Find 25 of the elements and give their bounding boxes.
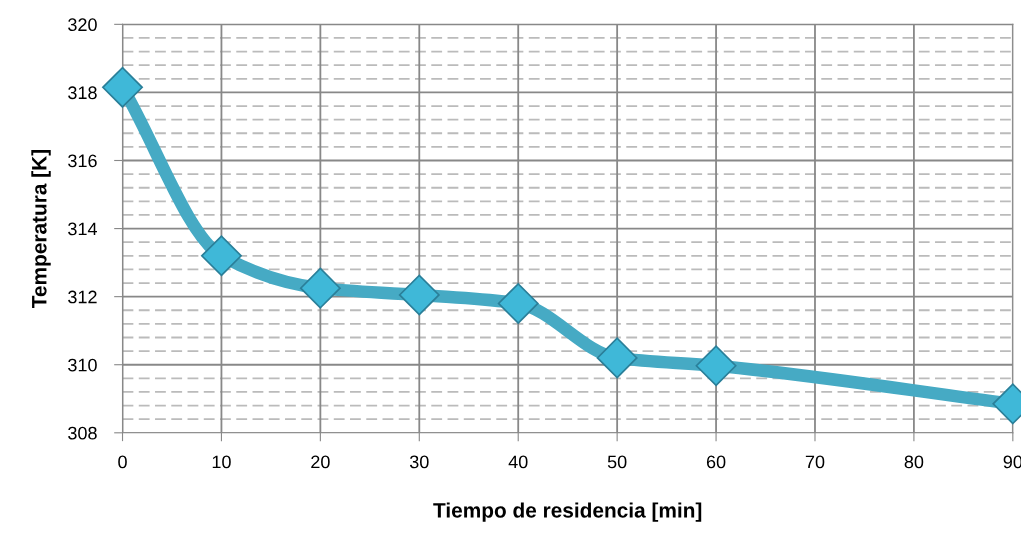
point <box>497 282 539 324</box>
x-tick-label: 60 <box>706 455 726 469</box>
x-tick-label: 30 <box>409 455 429 469</box>
point <box>596 337 638 379</box>
x-tick-label: 80 <box>904 455 924 469</box>
x-tick-label: 40 <box>508 455 528 469</box>
point <box>102 66 143 108</box>
x-axis-title: Tiempo de residencia [min] <box>433 502 702 522</box>
y-tick-label: 316 <box>68 154 97 168</box>
x-tick-label: 0 <box>118 455 127 469</box>
point <box>695 345 737 387</box>
point <box>398 274 440 316</box>
x-tick-label: 50 <box>607 455 627 469</box>
point <box>200 235 242 277</box>
y-tick-label: 308 <box>68 426 97 440</box>
x-tick-label: 10 <box>212 455 231 469</box>
y-tick-label: 320 <box>68 18 97 32</box>
y-tick-label: 310 <box>68 358 97 372</box>
y-tick-label: 312 <box>68 290 97 304</box>
point <box>299 267 341 309</box>
x-tick-label: 20 <box>311 455 330 469</box>
x-tick-label: 70 <box>805 455 825 469</box>
y-tick-label: 314 <box>68 222 97 236</box>
y-axis-title: Temperatura [K] <box>31 150 51 309</box>
y-tick-label: 318 <box>68 86 97 100</box>
